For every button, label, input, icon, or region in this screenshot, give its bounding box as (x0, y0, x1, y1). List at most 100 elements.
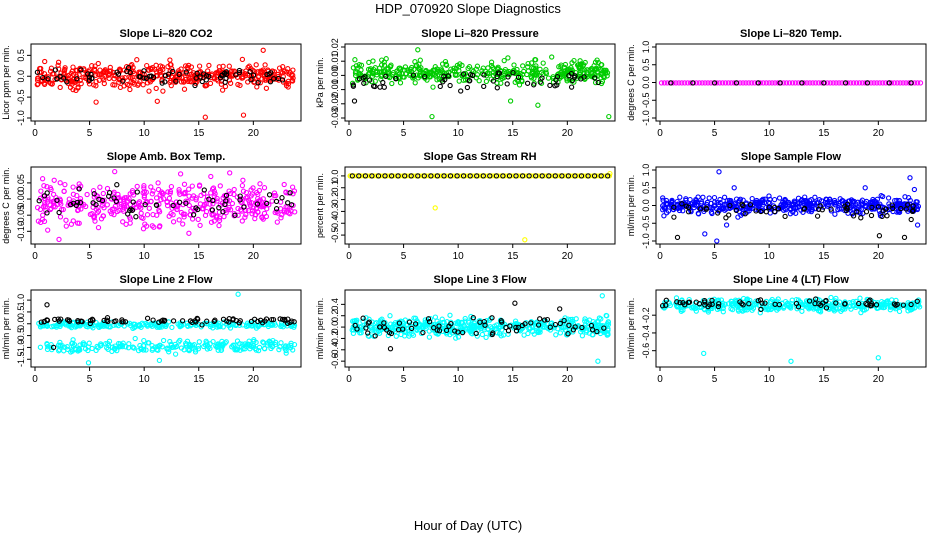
data-point (51, 323, 57, 329)
outlier-point (432, 205, 438, 211)
data-point (696, 301, 703, 307)
data-point (505, 55, 511, 61)
data-point (863, 300, 869, 307)
data-point (796, 203, 802, 210)
data-point (431, 325, 437, 331)
data-point (178, 79, 185, 85)
data-point (729, 306, 736, 313)
data-point (132, 324, 138, 330)
data-point (193, 75, 199, 81)
data-point (699, 80, 705, 86)
data-point (149, 342, 155, 349)
data-point (553, 332, 559, 338)
data-point (430, 84, 436, 90)
data-point (761, 199, 768, 206)
data-point (466, 64, 473, 70)
outlier-point (788, 358, 794, 364)
data-point (178, 323, 185, 329)
y-axis-label: ml/min per min. (315, 298, 325, 360)
data-point (777, 205, 784, 212)
y-tick-label: -0.5 (330, 227, 340, 243)
data-point (250, 72, 257, 78)
data-point (821, 303, 827, 310)
data-point (780, 201, 787, 208)
data-point (114, 347, 120, 354)
data-point (557, 330, 564, 336)
data-point (711, 194, 718, 201)
data-point (256, 73, 262, 79)
data-point (395, 173, 401, 179)
data-point (204, 342, 210, 348)
y-tick-label: 0.2 (330, 309, 340, 322)
data-point (775, 80, 781, 86)
data-point (460, 173, 467, 179)
data-point (832, 211, 838, 217)
data-point (73, 202, 79, 209)
y-tick-label: -0.5 (16, 89, 26, 105)
data-point (552, 321, 559, 328)
data-point (255, 209, 261, 215)
data-point (97, 184, 103, 190)
data-point (379, 57, 385, 63)
data-point (890, 205, 896, 212)
data-point (132, 335, 138, 342)
data-point (737, 299, 743, 305)
y-tick-label: -1.0 (16, 110, 26, 126)
data-point (289, 318, 295, 324)
data-point (211, 74, 218, 81)
data-point (227, 207, 234, 213)
data-point (799, 80, 805, 86)
data-point (572, 73, 578, 79)
data-point (211, 218, 217, 224)
data-point (755, 297, 761, 304)
data-point (195, 346, 202, 352)
data-point (238, 344, 245, 350)
data-point (188, 64, 195, 70)
x-tick-label: 15 (507, 374, 519, 385)
data-point (231, 186, 237, 193)
data-point (516, 82, 523, 88)
data-point (209, 186, 216, 192)
x-tick-label: 10 (764, 251, 776, 262)
data-point (906, 80, 912, 86)
data-point (554, 74, 561, 80)
data-point (513, 328, 520, 334)
x-tick-label: 0 (32, 251, 38, 262)
data-point (397, 173, 403, 179)
data-point (281, 181, 287, 188)
data-point (57, 180, 63, 186)
x-tick-label: 20 (248, 128, 260, 139)
data-point (863, 209, 870, 215)
data-point (728, 80, 734, 86)
x-tick-label: 15 (507, 251, 519, 262)
data-point (474, 173, 480, 179)
data-point (468, 328, 474, 334)
data-point (425, 316, 432, 322)
y-tick-label: -1.0 (641, 233, 651, 249)
data-point (201, 187, 207, 193)
data-point (787, 205, 794, 212)
data-point (125, 65, 132, 71)
data-point (881, 299, 887, 306)
data-point (879, 213, 885, 220)
data-point (164, 202, 171, 209)
data-point (363, 325, 369, 331)
data-point (143, 347, 149, 353)
data-point (454, 173, 460, 179)
data-point (910, 207, 916, 214)
data-point (243, 189, 250, 196)
x-tick-label: 0 (346, 251, 352, 262)
panel-title: Slope Amb. Box Temp. (107, 151, 226, 163)
data-point (464, 84, 471, 91)
y-tick-label: -1.0 (641, 110, 651, 126)
data-point (232, 212, 238, 218)
data-point (456, 64, 462, 70)
data-point (537, 316, 543, 322)
data-point (859, 80, 865, 86)
data-point (422, 73, 428, 80)
data-point (581, 67, 588, 73)
x-tick-label: 5 (401, 374, 407, 385)
data-point (690, 304, 696, 310)
data-point (513, 173, 519, 179)
data-point (492, 173, 498, 179)
